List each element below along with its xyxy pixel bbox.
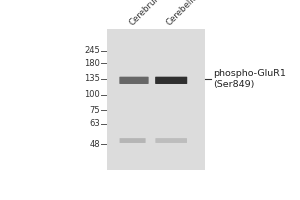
Text: 100: 100 [85,90,100,99]
Text: Cerebrum: Cerebrum [128,0,164,27]
Text: phospho-GluR1
(Ser849): phospho-GluR1 (Ser849) [213,69,286,89]
Text: Cerebellum: Cerebellum [165,0,206,27]
Bar [107,29,205,170]
Text: 245: 245 [85,46,100,55]
FancyBboxPatch shape [120,138,146,143]
FancyBboxPatch shape [155,77,187,84]
FancyBboxPatch shape [155,138,187,143]
Text: 48: 48 [90,140,100,149]
Text: 75: 75 [90,106,100,115]
Text: 180: 180 [84,59,100,68]
Text: 63: 63 [89,119,100,128]
FancyBboxPatch shape [119,77,148,84]
Text: 135: 135 [84,74,100,83]
